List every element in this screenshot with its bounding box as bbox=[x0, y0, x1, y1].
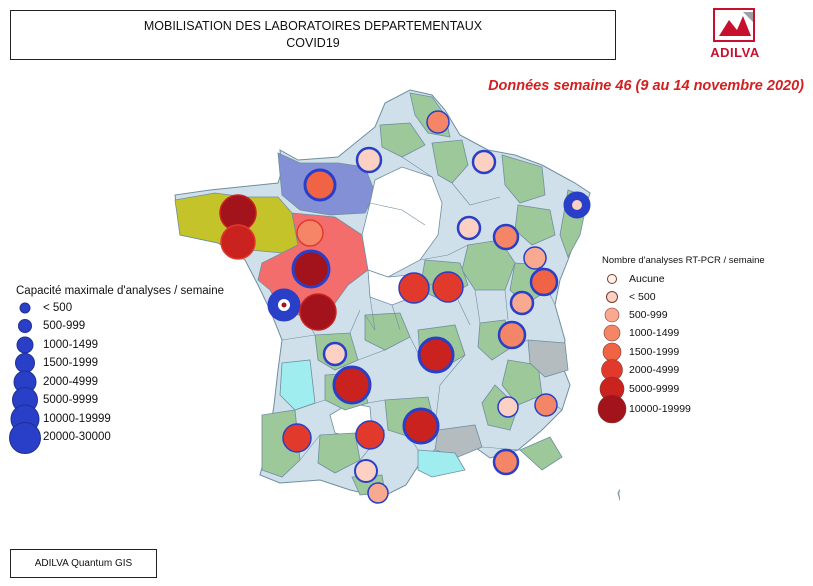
legend-pcr-title: Nombre d'analyses RT-PCR / semaine bbox=[602, 255, 765, 266]
legend-capacity: Capacité maximale d'analyses / semaine <… bbox=[8, 285, 258, 460]
week-subtitle: Données semaine 46 (9 au 14 novembre 202… bbox=[488, 78, 804, 94]
legend-pcr-symbol bbox=[597, 394, 627, 424]
lab-symbol bbox=[332, 365, 372, 405]
lab-symbol bbox=[282, 423, 312, 453]
lab-symbol bbox=[534, 393, 558, 417]
lab-symbol bbox=[296, 219, 324, 247]
lab-symbol bbox=[456, 215, 482, 241]
lab-symbol bbox=[398, 272, 430, 304]
legend-capacity-symbol bbox=[18, 319, 32, 333]
map-title-box: MOBILISATION DES LABORATOIRES DEPARTEMEN… bbox=[10, 10, 616, 60]
adilva-logo: ADILVA bbox=[705, 8, 765, 62]
legend-capacity-title: Capacité maximale d'analyses / semaine bbox=[16, 285, 225, 297]
lab-symbol bbox=[355, 146, 383, 174]
lab-symbol bbox=[471, 149, 497, 175]
legend-pcr: Nombre d'analyses RT-PCR / semaine Aucun… bbox=[596, 255, 808, 425]
dept-cyan-herault bbox=[417, 449, 466, 478]
legend-pcr-symbol bbox=[607, 274, 617, 284]
legend-pcr-symbol bbox=[602, 342, 622, 362]
lab-symbol bbox=[355, 420, 385, 450]
lab-symbol bbox=[354, 459, 378, 483]
legend-capacity-symbol bbox=[19, 302, 31, 314]
legend-pcr-label: Aucune bbox=[629, 273, 665, 285]
legend-capacity-label: 1000-1499 bbox=[43, 339, 98, 351]
lab-symbol bbox=[529, 267, 559, 297]
legend-pcr-label: 10000-19999 bbox=[629, 403, 691, 415]
corse bbox=[617, 488, 620, 502]
legend-pcr-label: < 500 bbox=[629, 291, 656, 303]
france-map bbox=[174, 89, 620, 504]
dept-green-gers bbox=[317, 432, 361, 474]
footer-credit: ADILVA Quantum GIS bbox=[10, 549, 157, 578]
legend-capacity-label: 500-999 bbox=[43, 320, 86, 332]
legend-pcr-label: 1000-1499 bbox=[629, 327, 680, 339]
lab-symbol bbox=[303, 168, 337, 202]
lab-symbol bbox=[220, 224, 256, 260]
legend-capacity-label: < 500 bbox=[43, 302, 73, 314]
dept-green-somme bbox=[379, 122, 426, 158]
legend-capacity-label: 10000-19999 bbox=[43, 413, 111, 425]
legend-pcr-symbols bbox=[597, 274, 627, 424]
legend-pcr-symbol bbox=[604, 307, 620, 323]
lab-symbol bbox=[492, 223, 520, 251]
legend-pcr-symbol bbox=[603, 324, 621, 342]
legend-pcr-label: 5000-9999 bbox=[629, 383, 680, 395]
lab-symbol bbox=[299, 293, 337, 331]
dept-green-var bbox=[519, 436, 563, 471]
lab-symbol bbox=[402, 407, 440, 445]
lab-symbol bbox=[497, 320, 527, 350]
legend-capacity-symbols bbox=[9, 302, 41, 454]
dept-grey-savoie bbox=[527, 339, 569, 378]
dept-green-limousin bbox=[364, 312, 411, 351]
lab-symbol-inner bbox=[572, 200, 582, 210]
legend-pcr-label: 1500-1999 bbox=[629, 346, 680, 358]
lab-symbol bbox=[492, 448, 520, 476]
dept-green-vosges bbox=[514, 204, 556, 246]
dept-green-est bbox=[501, 154, 546, 204]
lab-symbol bbox=[432, 271, 464, 303]
legend-pcr-symbol bbox=[606, 291, 618, 303]
lab-symbol bbox=[497, 396, 519, 418]
legend-capacity-label: 5000-9999 bbox=[43, 394, 98, 406]
adilva-logo-icon bbox=[713, 8, 755, 42]
department-borders bbox=[281, 156, 563, 461]
dept-grey-gard bbox=[434, 424, 483, 458]
lab-symbol bbox=[426, 110, 450, 134]
lab-symbol bbox=[367, 482, 389, 504]
lab-symbol bbox=[417, 336, 455, 374]
lab-symbols bbox=[219, 110, 591, 504]
adilva-logo-text: ADILVA bbox=[710, 45, 760, 60]
legend-capacity-symbol bbox=[9, 422, 41, 454]
legend-capacity-label: 2000-4999 bbox=[43, 376, 98, 388]
legend-pcr-label: 500-999 bbox=[629, 309, 668, 321]
lab-symbol bbox=[523, 246, 547, 270]
legend-capacity-label: 20000-30000 bbox=[43, 431, 111, 443]
lab-symbol-inner bbox=[281, 302, 287, 308]
dept-green-aisne bbox=[431, 139, 469, 184]
legend-capacity-symbol bbox=[15, 353, 35, 373]
legend-capacity-label: 1500-1999 bbox=[43, 357, 98, 369]
lab-symbol bbox=[291, 249, 331, 289]
map-title-sub: COVID19 bbox=[286, 36, 340, 50]
map-title: MOBILISATION DES LABORATOIRES DEPARTEMEN… bbox=[143, 19, 483, 33]
lab-symbol bbox=[322, 341, 348, 367]
lab-symbol bbox=[509, 290, 535, 316]
legend-pcr-label: 2000-4999 bbox=[629, 364, 680, 376]
legend-capacity-symbol bbox=[16, 336, 34, 354]
